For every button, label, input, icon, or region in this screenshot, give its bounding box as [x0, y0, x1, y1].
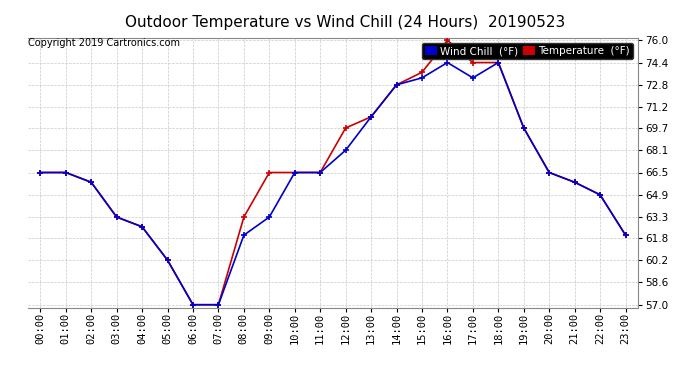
Text: Copyright 2019 Cartronics.com: Copyright 2019 Cartronics.com [28, 38, 179, 48]
Text: Outdoor Temperature vs Wind Chill (24 Hours)  20190523: Outdoor Temperature vs Wind Chill (24 Ho… [125, 15, 565, 30]
Legend: Wind Chill  (°F), Temperature  (°F): Wind Chill (°F), Temperature (°F) [422, 43, 633, 59]
